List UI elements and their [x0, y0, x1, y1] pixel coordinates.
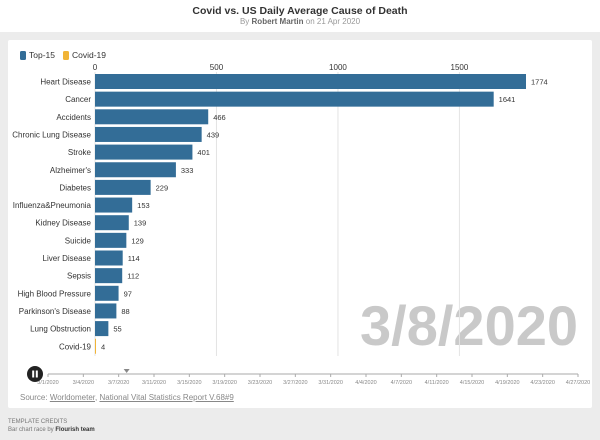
source-link-worldometer[interactable]: Worldometer	[49, 393, 96, 402]
timeline-date-label: 3/11/2020	[142, 380, 166, 386]
x-tick-label: 0	[93, 63, 98, 72]
bar	[95, 197, 133, 213]
legend-label-covid: Covid-19	[72, 50, 107, 60]
category-label: Sepsis	[67, 272, 91, 281]
bar	[95, 126, 202, 142]
timeline-date-label: 3/1/2020	[37, 380, 58, 386]
source-separator: ,	[95, 393, 98, 402]
source-prefix: Source:	[20, 393, 48, 402]
value-label: 114	[128, 254, 140, 263]
value-label: 229	[156, 183, 169, 192]
legend-swatch-covid	[63, 50, 69, 60]
timeline-date-label: 4/15/2020	[460, 380, 484, 386]
category-label: Lung Obstruction	[30, 325, 91, 334]
bar	[95, 74, 526, 89]
category-label: Heart Disease	[40, 78, 91, 87]
timeline-date-label: 4/23/2020	[530, 380, 554, 386]
timeline-date-label: 4/11/2020	[425, 380, 449, 386]
legend-item-top15[interactable]: Top-15	[20, 50, 55, 60]
bar	[95, 179, 151, 195]
timeline-handle[interactable]	[123, 369, 130, 373]
credits-heading: TEMPLATE CREDITS	[8, 419, 68, 425]
credits-prefix: Bar chart race by	[8, 427, 54, 433]
timeline-date-label: 3/31/2020	[318, 380, 342, 386]
value-label: 97	[124, 289, 132, 298]
legend-swatch-top15	[20, 50, 26, 60]
value-label: 1641	[499, 95, 516, 104]
timeline-date-label: 3/4/2020	[73, 380, 94, 386]
value-label: 4	[101, 342, 105, 351]
bar	[95, 91, 494, 107]
bar	[95, 109, 209, 125]
value-label: 139	[134, 219, 147, 228]
category-label: Accidents	[56, 113, 91, 122]
pause-icon	[32, 370, 35, 378]
current-date-watermark: 3/8/2020	[360, 294, 578, 357]
author: Robert Martin	[251, 17, 304, 26]
source-link-nvsr[interactable]: National Vital Statistics Report V.68#9	[99, 393, 234, 402]
value-label: 112	[127, 272, 139, 281]
timeline-date-label: 3/23/2020	[248, 380, 272, 386]
value-label: 55	[113, 325, 121, 334]
bar	[95, 144, 193, 160]
category-label: Liver Disease	[43, 254, 92, 263]
chart-title: Covid vs. US Daily Average Cause of Deat…	[192, 5, 408, 17]
timeline-date-label: 3/27/2020	[283, 380, 307, 386]
category-label: Influenza&Pneumonia	[13, 201, 92, 210]
credits-team-link[interactable]: Flourish team	[55, 427, 95, 433]
x-tick-label: 1000	[329, 63, 347, 72]
bar	[95, 162, 176, 178]
bar	[95, 303, 117, 319]
value-label: 333	[181, 166, 194, 175]
timeline-date-label: 4/4/2020	[355, 380, 376, 386]
timeline-date-label: 4/19/2020	[495, 380, 519, 386]
legend: Top-15 Covid-19	[20, 50, 106, 60]
byline: By Robert Martin on 21 Apr 2020	[0, 17, 600, 26]
bar	[95, 250, 123, 266]
timeline-date-label: 4/27/2020	[566, 380, 590, 386]
byline-by: By	[239, 17, 250, 26]
source-line: Source: Worldometer, National Vital Stat…	[20, 393, 234, 402]
category-label: Chronic Lung Disease	[12, 130, 91, 139]
category-label: Covid-19	[59, 342, 92, 351]
x-tick-label: 500	[210, 63, 224, 72]
pause-button[interactable]	[27, 366, 43, 382]
category-label: Alzheimer's	[50, 166, 91, 175]
value-label: 129	[131, 236, 144, 245]
category-label: Diabetes	[59, 183, 91, 192]
category-label: Cancer	[65, 95, 91, 104]
value-label: 401	[197, 148, 210, 157]
value-label: 88	[121, 307, 129, 316]
value-label: 466	[213, 113, 226, 122]
category-label: Suicide	[65, 236, 92, 245]
byline-date: on 21 Apr 2020	[305, 17, 361, 26]
timeline-date-label: 3/19/2020	[212, 380, 236, 386]
pause-icon	[35, 370, 38, 378]
bar	[95, 321, 109, 337]
legend-label-top15: Top-15	[29, 50, 55, 60]
credits-line: Bar chart race by Flourish team	[8, 426, 95, 434]
timeline-date-label: 4/7/2020	[391, 380, 412, 386]
template-credits: TEMPLATE CREDITS Bar chart race by Flour…	[8, 418, 95, 434]
legend-item-covid[interactable]: Covid-19	[63, 50, 106, 60]
timeline-date-label: 3/7/2020	[108, 380, 129, 386]
bar	[95, 215, 129, 231]
bar	[95, 268, 123, 284]
bar	[95, 338, 96, 354]
value-label: 153	[137, 201, 150, 210]
value-label: 439	[207, 130, 220, 139]
value-label: 1774	[531, 78, 548, 87]
timeline-date-label: 3/15/2020	[177, 380, 201, 386]
category-label: Kidney Disease	[35, 219, 91, 228]
category-label: Stroke	[68, 148, 92, 157]
header: Covid vs. US Daily Average Cause of Deat…	[0, 0, 600, 32]
category-label: Parkinson's Disease	[19, 307, 92, 316]
bar	[95, 285, 119, 301]
category-label: High Blood Pressure	[18, 289, 92, 298]
bar	[95, 232, 127, 248]
x-tick-label: 1500	[451, 63, 469, 72]
